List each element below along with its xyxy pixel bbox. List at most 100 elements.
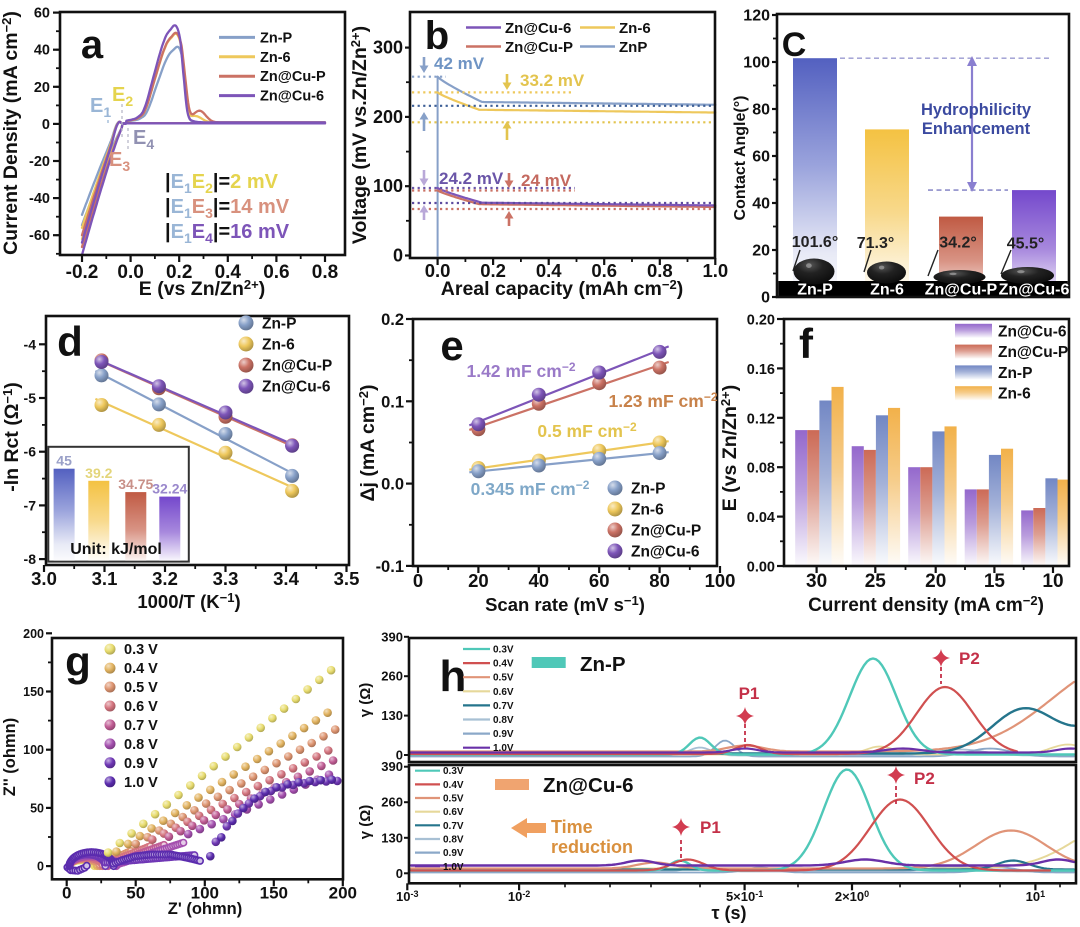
svg-text:0.8V: 0.8V: [493, 715, 514, 726]
svg-text:150: 150: [23, 685, 44, 699]
svg-text:Zn-6: Zn-6: [631, 502, 664, 519]
svg-text:120: 120: [743, 8, 770, 25]
svg-text:0.9 V: 0.9 V: [124, 756, 158, 772]
svg-text:0: 0: [761, 290, 770, 307]
svg-text:a: a: [81, 23, 104, 67]
svg-text:0.5 mF cm−2: 0.5 mF cm−2: [537, 420, 637, 441]
svg-text:0.08: 0.08: [747, 461, 775, 477]
svg-text:0.7V: 0.7V: [443, 821, 464, 832]
svg-text:80: 80: [752, 102, 770, 119]
svg-text:0.00: 0.00: [747, 560, 775, 576]
svg-text:0.9V: 0.9V: [493, 729, 514, 740]
svg-text:3.1: 3.1: [92, 568, 118, 589]
svg-text:e: e: [440, 322, 463, 369]
svg-text:P2: P2: [914, 769, 935, 788]
svg-text:Time: Time: [551, 817, 593, 837]
svg-text:0.8: 0.8: [647, 260, 673, 281]
svg-text:0.3V: 0.3V: [493, 645, 514, 656]
svg-text:-7: -7: [24, 497, 37, 513]
svg-text:0: 0: [413, 570, 423, 591]
svg-text:Z'' (ohmn): Z'' (ohmn): [1, 718, 19, 796]
svg-text:3.4: 3.4: [273, 568, 299, 589]
svg-text:0.2: 0.2: [166, 262, 192, 283]
svg-text:Zn-P: Zn-P: [262, 315, 296, 332]
svg-text:130: 130: [381, 708, 403, 723]
svg-text:Zn-P: Zn-P: [631, 481, 665, 498]
svg-text:Zn@Cu-6: Zn@Cu-6: [998, 323, 1067, 340]
svg-text:25: 25: [865, 571, 887, 592]
svg-text:-8: -8: [24, 551, 37, 567]
svg-text:Δj (mA cm−2): Δj (mA cm−2): [356, 385, 379, 502]
svg-text:10: 10: [1042, 571, 1063, 592]
svg-text:f: f: [799, 320, 814, 367]
svg-text:Zn-6: Zn-6: [998, 386, 1031, 403]
svg-text:Zn@Cu-P: Zn@Cu-P: [260, 69, 326, 85]
svg-text:39.2: 39.2: [85, 465, 112, 481]
svg-text:42 mV: 42 mV: [434, 54, 485, 73]
svg-text:d: d: [57, 318, 83, 365]
svg-text:-4: -4: [24, 336, 37, 352]
svg-text:Zn-6: Zn-6: [260, 50, 291, 66]
svg-text:20: 20: [925, 571, 946, 592]
svg-text:2×100: 2×100: [835, 889, 869, 904]
svg-text:0.9V: 0.9V: [443, 848, 464, 859]
svg-text:100: 100: [373, 176, 403, 196]
svg-text:-40: -40: [29, 191, 50, 207]
svg-text:100: 100: [743, 55, 770, 72]
svg-text:|E1E2|=2 mV: |E1E2|=2 mV: [165, 171, 279, 196]
svg-text:0.12: 0.12: [747, 411, 775, 427]
svg-text:40: 40: [752, 196, 770, 213]
svg-text:3.3: 3.3: [213, 568, 239, 589]
svg-text:0.4: 0.4: [536, 260, 562, 281]
svg-text:Current density (mA cm−2): Current density (mA cm−2): [808, 593, 1044, 616]
svg-text:-0.1: -0.1: [376, 558, 404, 576]
svg-text:0.6V: 0.6V: [443, 807, 464, 818]
svg-text:200: 200: [329, 883, 357, 902]
svg-text:390: 390: [381, 759, 403, 774]
svg-text:Zn@Cu-6: Zn@Cu-6: [262, 379, 331, 396]
svg-text:150: 150: [260, 883, 288, 902]
svg-text:33.2 mV: 33.2 mV: [520, 71, 585, 90]
svg-text:E (vs Zn/Zn2+): E (vs Zn/Zn2+): [718, 385, 741, 511]
svg-text:Unit: kJ/mol: Unit: kJ/mol: [70, 541, 162, 558]
svg-text:0.345 mF cm−2: 0.345 mF cm−2: [471, 478, 590, 499]
svg-text:30: 30: [806, 571, 827, 592]
svg-text:Areal capacity (mAh cm−2): Areal capacity (mAh cm−2): [441, 277, 683, 300]
svg-text:P1: P1: [739, 684, 760, 703]
svg-text:0.8: 0.8: [312, 262, 338, 283]
svg-text:0.0: 0.0: [117, 262, 143, 283]
svg-text:50: 50: [126, 883, 145, 902]
svg-text:24 mV: 24 mV: [521, 171, 572, 190]
svg-text:100: 100: [23, 743, 44, 757]
svg-text:0: 0: [396, 748, 403, 763]
svg-text:20: 20: [34, 80, 50, 96]
svg-text:-5: -5: [24, 390, 37, 406]
svg-text:0.20: 0.20: [747, 313, 775, 329]
svg-text:Zn@Cu-P: Zn@Cu-P: [505, 39, 573, 56]
svg-text:Zn-6: Zn-6: [870, 282, 904, 299]
svg-text:130: 130: [381, 830, 403, 845]
svg-text:Enhancement: Enhancement: [922, 120, 1031, 138]
svg-text:0.6 V: 0.6 V: [124, 699, 158, 715]
svg-text:20: 20: [468, 570, 489, 591]
svg-text:0.0: 0.0: [425, 260, 451, 281]
svg-text:0.1: 0.1: [381, 393, 404, 411]
svg-text:0.4V: 0.4V: [493, 659, 514, 670]
svg-text:0.5V: 0.5V: [443, 794, 464, 805]
svg-text:40: 40: [529, 570, 550, 591]
svg-text:-60: -60: [29, 228, 50, 244]
svg-text:100: 100: [705, 570, 736, 591]
svg-text:0.3V: 0.3V: [443, 766, 464, 777]
svg-text:15: 15: [984, 571, 1006, 592]
svg-text:-ln Rct (Ω−1): -ln Rct (Ω−1): [0, 382, 23, 492]
svg-text:Zn@Cu-6: Zn@Cu-6: [999, 282, 1070, 299]
svg-text:Zn@Cu-6: Zn@Cu-6: [505, 20, 571, 37]
svg-text:0.2: 0.2: [480, 260, 506, 281]
svg-text:200: 200: [373, 107, 403, 127]
svg-text:C: C: [782, 26, 807, 64]
svg-text:200: 200: [23, 627, 44, 641]
svg-text:Hydrophilicity: Hydrophilicity: [921, 101, 1032, 119]
svg-text:0.5V: 0.5V: [493, 673, 514, 684]
svg-text:5×10-1: 5×10-1: [726, 889, 763, 904]
svg-text:g: g: [65, 638, 91, 685]
